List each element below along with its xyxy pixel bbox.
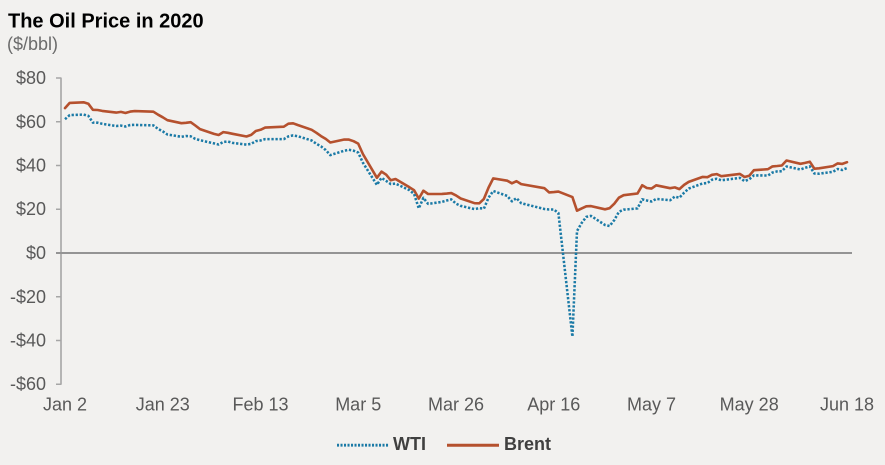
svg-text:Apr 16: Apr 16 [527,395,580,415]
svg-text:$80: $80 [16,68,46,88]
svg-text:Brent: Brent [504,434,551,454]
svg-text:Feb 13: Feb 13 [232,395,288,415]
svg-text:Jan 23: Jan 23 [136,395,190,415]
svg-text:May 28: May 28 [720,395,779,415]
svg-text:($/bbl): ($/bbl) [7,34,58,54]
svg-text:-$40: -$40 [10,331,46,351]
svg-text:$60: $60 [16,112,46,132]
svg-text:$40: $40 [16,156,46,176]
svg-text:-$20: -$20 [10,287,46,307]
svg-text:WTI: WTI [393,434,426,454]
svg-text:Jan 2: Jan 2 [43,395,87,415]
svg-text:$0: $0 [26,243,46,263]
svg-text:$20: $20 [16,199,46,219]
svg-text:The Oil Price in 2020: The Oil Price in 2020 [8,11,204,33]
svg-text:Mar 26: Mar 26 [428,395,484,415]
svg-text:-$60: -$60 [10,374,46,394]
svg-text:May 7: May 7 [627,395,676,415]
svg-text:Mar 5: Mar 5 [335,395,381,415]
svg-text:Jun 18: Jun 18 [820,395,874,415]
